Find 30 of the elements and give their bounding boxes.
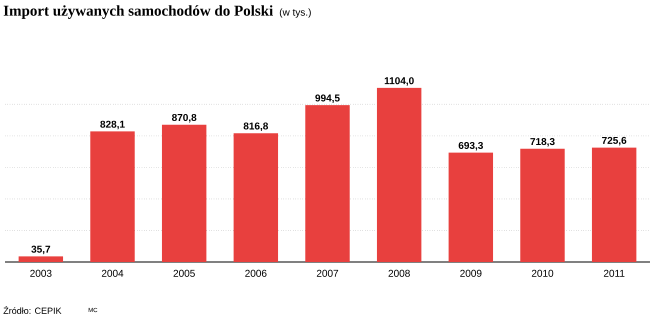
x-tick-label: 2011 bbox=[604, 270, 624, 277]
bar bbox=[592, 148, 636, 262]
x-tick-label: 2008 bbox=[388, 270, 410, 277]
bar bbox=[305, 105, 350, 262]
x-tick-label: 2009 bbox=[460, 270, 482, 277]
data-label: 870,8 bbox=[172, 114, 196, 122]
x-tick-label: 2010 bbox=[532, 270, 554, 277]
data-label: 718,3 bbox=[530, 138, 555, 147]
bar bbox=[520, 148, 565, 262]
data-label: 35,7 bbox=[31, 246, 50, 254]
bar bbox=[162, 124, 206, 262]
x-tick-label: 2005 bbox=[174, 270, 195, 277]
x-tick-label: 2006 bbox=[245, 270, 267, 277]
x-tick-label: 2003 bbox=[30, 270, 52, 277]
data-label: 994,5 bbox=[315, 94, 340, 103]
bar bbox=[448, 152, 494, 262]
chart-subtitle: (w tys.) bbox=[280, 8, 311, 18]
data-label: 725,6 bbox=[602, 136, 626, 146]
bar bbox=[90, 131, 135, 262]
bar bbox=[376, 88, 422, 262]
text: Źródło: CEPIK bbox=[3, 306, 62, 314]
bar bbox=[234, 133, 278, 262]
x-tick-label: 2004 bbox=[102, 270, 124, 277]
bar bbox=[18, 256, 64, 262]
data-label: 828,1 bbox=[100, 120, 125, 130]
x-tick-label: 2007 bbox=[316, 270, 338, 277]
data-label: 816,8 bbox=[244, 122, 268, 132]
chart-title: Import używanych samochodów do Polski bbox=[4, 5, 273, 19]
data-label: 693,3 bbox=[458, 142, 483, 150]
data-label: 1104,0 bbox=[384, 77, 414, 86]
